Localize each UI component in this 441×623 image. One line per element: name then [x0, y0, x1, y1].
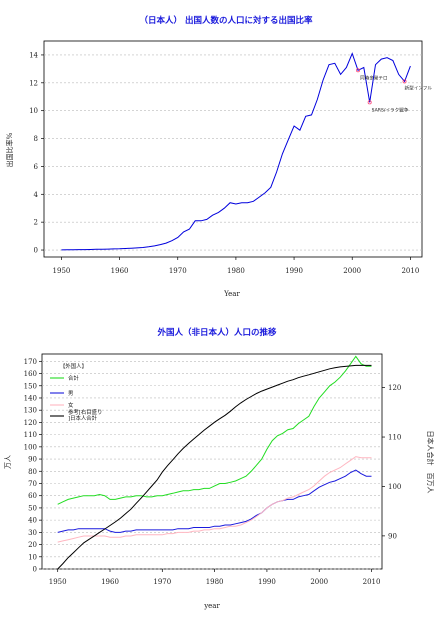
chart2-y-tick-label: 120 — [24, 419, 37, 427]
chart1-x-ticks: 1950 1960 1970 1980 1990 2000 2010 — [53, 257, 419, 275]
chart2-y-tick-label: 50 — [28, 504, 37, 512]
chart2-y2-tick-label: 90 — [388, 532, 397, 540]
chart2-y-tick-label: 140 — [24, 394, 37, 402]
chart1-plot-frame — [43, 40, 423, 258]
legend-label: 参考[右目盛り]日本人合計 — [68, 408, 102, 422]
chart1-grid — [44, 54, 422, 251]
chart2-y-tick-label: 160 — [24, 370, 37, 378]
chart2-y2-tick-label: 110 — [388, 434, 401, 442]
chart2-y-tick-label: 40 — [28, 517, 37, 525]
foreign-population-chart: 外国人（非日本人）人口の推移 0 10 20 30 40 50 60 70 80 90 100 110… — [4, 327, 435, 610]
chart1-y-tick-label: 14 — [29, 51, 38, 59]
chart1-y-tick-label: 12 — [29, 79, 38, 87]
chart2-y-tick-label: 100 — [24, 443, 37, 451]
chart2-series-line — [57, 364, 372, 570]
chart1-y-tick-label: 10 — [29, 107, 38, 115]
chart2-series-line — [57, 469, 372, 533]
chart2-y2-ticks: 90 100 110 120 — [382, 384, 401, 540]
chart2-y-tick-label: 130 — [24, 407, 37, 415]
chart2-y2-label: 日本人合計 百万人 — [426, 431, 435, 494]
chart2-y-tick-label: 90 — [28, 456, 37, 464]
chart1-annotation-point — [367, 100, 372, 105]
legend-label: 男 — [68, 390, 73, 397]
chart1-y-tick-label: 0 — [34, 247, 38, 255]
chart1-x-tick-label: 2000 — [343, 267, 361, 275]
chart2-y-ticks: 0 10 20 30 40 50 60 70 80 90 100 110 120 130 140 150 160… — [24, 358, 42, 574]
chart1-y-tick-label: 6 — [34, 163, 39, 171]
chart2-x-tick-label: 1970 — [153, 578, 171, 586]
chart2-series-line — [57, 355, 372, 505]
legend-title: 【外国人】 — [60, 362, 87, 370]
chart2-y-tick-label: 0 — [33, 566, 37, 574]
chart2-title: 外国人（非日本人）人口の推移 — [156, 327, 277, 338]
chart2-x-tick-label: 2000 — [310, 578, 328, 586]
legend-label: 女 — [68, 401, 74, 409]
chart1-series-line — [61, 52, 411, 251]
chart1-annotation-point — [356, 68, 360, 73]
chart2-y-tick-label: 170 — [24, 358, 37, 366]
chart2-series-line — [57, 456, 372, 543]
chart1-y-ticks: 0 2 4 6 8 10 12 14 — [29, 51, 44, 255]
chart1-x-tick-label: 1960 — [111, 267, 129, 275]
chart1-y-tick-label: 8 — [34, 135, 38, 143]
chart1-x-tick-label: 1990 — [285, 267, 303, 275]
chart1-annotations: 同時多発テロ SARS/イラク戦争 新型インフル — [356, 68, 433, 113]
chart1-annotation-label: 新型インフル — [405, 84, 433, 91]
chart2-grid — [42, 361, 382, 570]
chart1-y-tick-label: 2 — [34, 219, 38, 227]
chart2-y-tick-label: 70 — [28, 480, 37, 488]
chart1-x-tick-label: 2010 — [401, 267, 419, 275]
chart2-x-tick-label: 1980 — [206, 578, 224, 586]
chart1-annotation-point — [402, 79, 407, 84]
chart2-series — [57, 355, 372, 570]
chart2-x-tick-label: 1950 — [49, 578, 67, 586]
chart1-x-tick-label: 1950 — [53, 267, 71, 275]
chart1-y-label: 出国比率% — [5, 132, 14, 167]
chart2-y-tick-label: 150 — [24, 382, 37, 390]
legend-label: 合計 — [68, 374, 79, 382]
chart1-y-tick-label: 4 — [34, 191, 39, 199]
chart2-x-tick-label: 2010 — [363, 578, 381, 586]
chart2-y-tick-label: 30 — [28, 529, 37, 537]
chart2-x-tick-label: 1990 — [258, 578, 276, 586]
chart1-title: （日本人） 出国人数の人口に対する出国比率 — [140, 15, 313, 26]
chart2-y-tick-label: 60 — [28, 492, 37, 500]
chart2-y-tick-label: 110 — [24, 431, 37, 439]
chart2-y-tick-label: 20 — [28, 541, 37, 549]
chart1-x-tick-label: 1980 — [227, 267, 245, 275]
chart1-x-label: Year — [223, 290, 240, 298]
chart2-y-tick-label: 10 — [28, 553, 37, 561]
chart2-y-tick-label: 80 — [28, 468, 37, 476]
chart2-y2-tick-label: 120 — [388, 384, 401, 392]
chart2-y-label: 万人 — [4, 455, 12, 469]
chart2-x-tick-label: 1960 — [101, 578, 119, 586]
chart1-series — [61, 52, 411, 251]
chart1-annotation-label: 同時多発テロ — [360, 74, 388, 81]
chart2-x-label: year — [203, 602, 220, 610]
chart1-annotation-label: SARS/イラク戦争 — [372, 106, 409, 113]
chart1-x-tick-label: 1970 — [169, 267, 187, 275]
chart2-y2-tick-label: 100 — [388, 483, 401, 491]
chart2-x-ticks: 1950 1960 1970 1980 1990 2000 2010 — [49, 569, 381, 586]
